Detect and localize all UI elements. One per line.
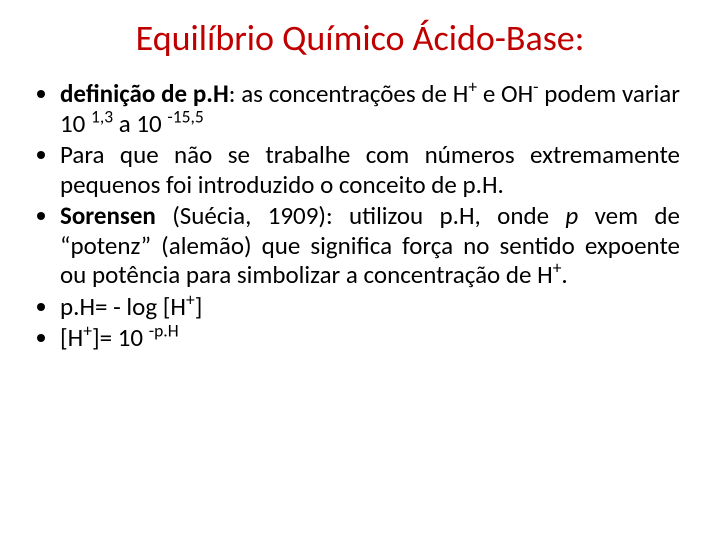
bullet-item: Para que não se trabalhe com números ext… bbox=[60, 140, 680, 199]
bullet-list: definição de p.H: as concentrações de H+… bbox=[40, 79, 680, 353]
bullet-item: [H+]= 10 -p.H bbox=[60, 323, 680, 353]
slide-title: Equilíbrio Químico Ácido-Base: bbox=[40, 18, 680, 59]
slide: Equilíbrio Químico Ácido-Base: definição… bbox=[0, 0, 720, 540]
bullet-item: p.H= - log [H+] bbox=[60, 292, 680, 322]
bullet-item: definição de p.H: as concentrações de H+… bbox=[60, 79, 680, 138]
bullet-item: Sorensen (Suécia, 1909): utilizou p.H, o… bbox=[60, 201, 680, 290]
